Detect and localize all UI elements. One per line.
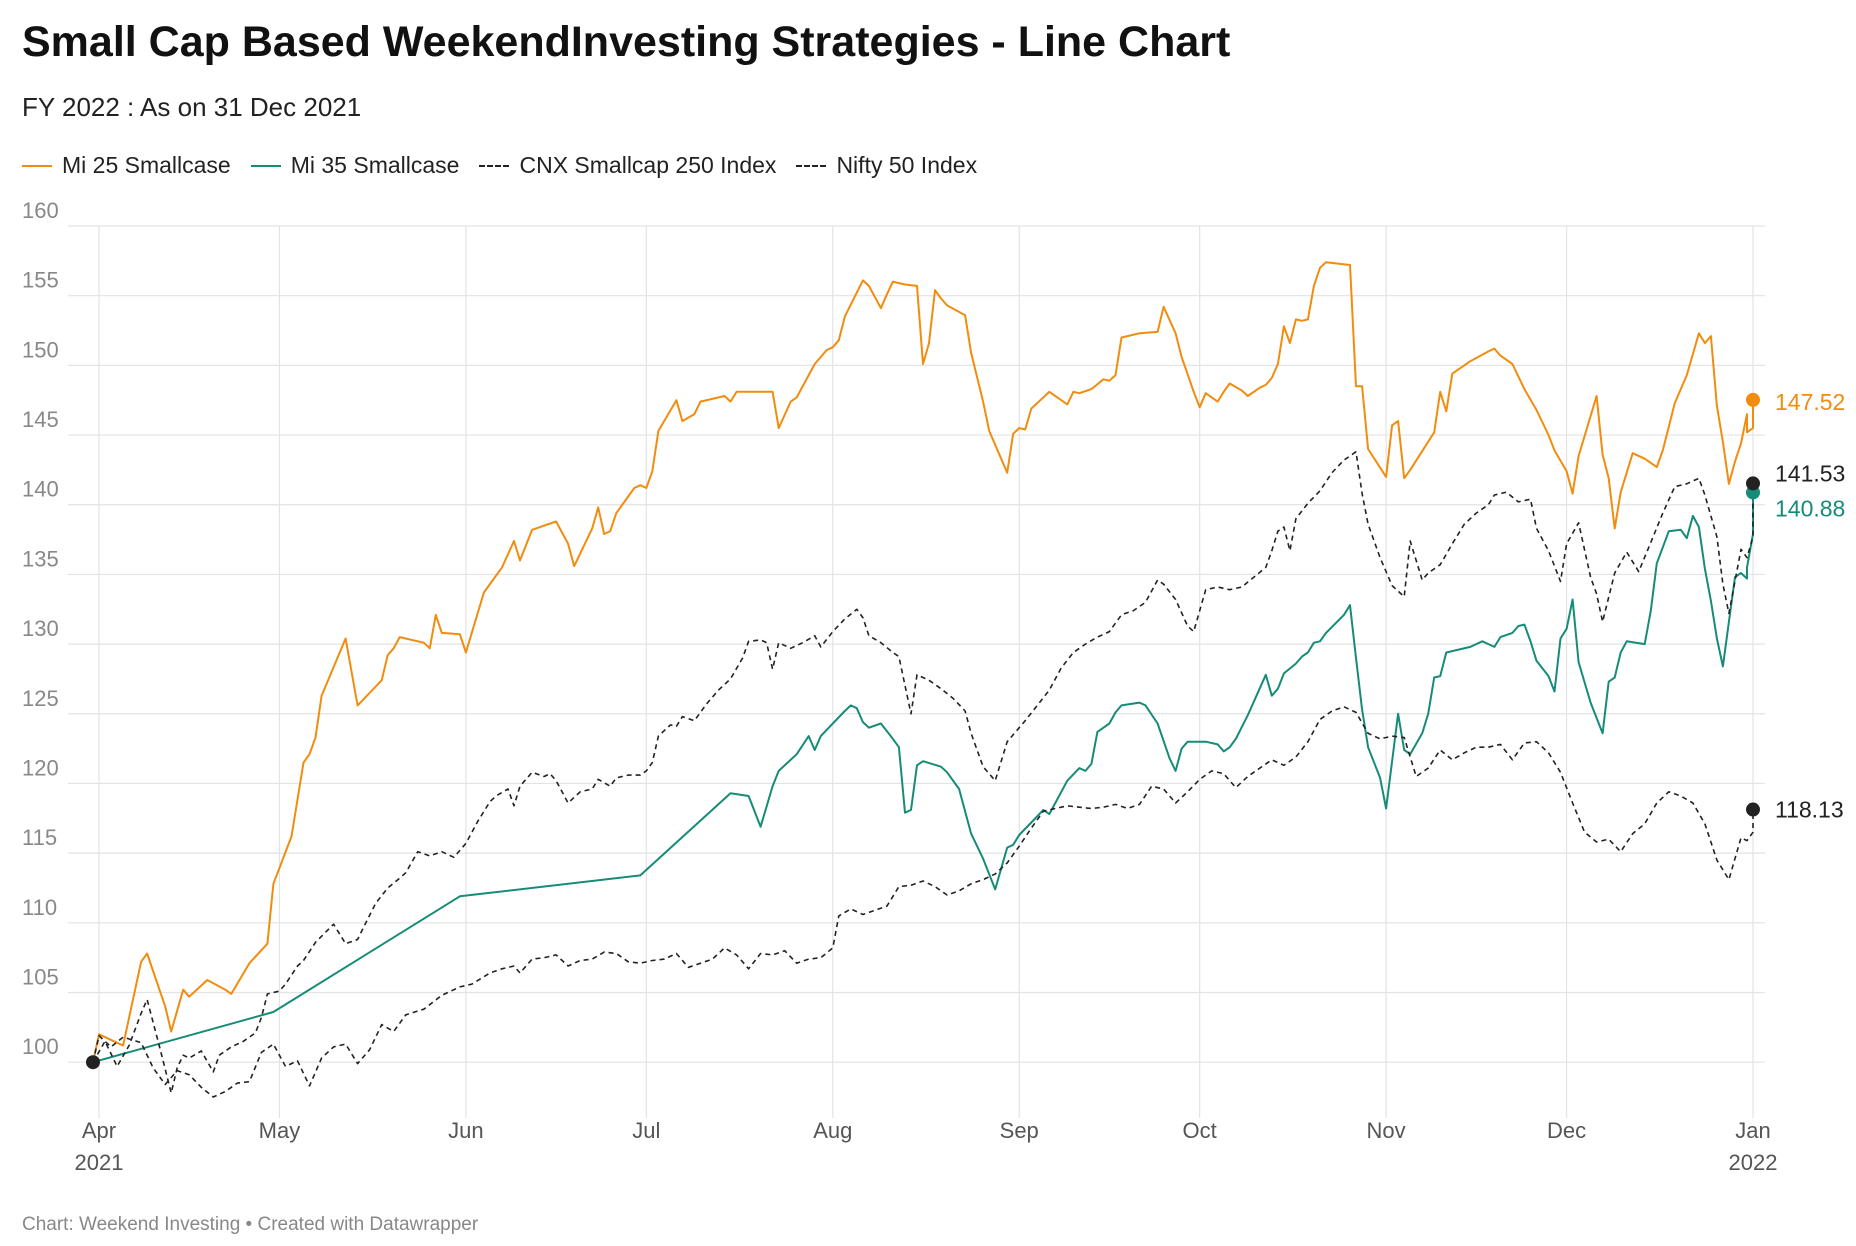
legend-item-cnx-smallcap: CNX Smallcap 250 Index [479,152,776,179]
end-value-label-3: 118.13 [1775,797,1844,823]
x-tick-sublabel: 2021 [75,1150,124,1175]
x-tick-label: Sep [1000,1118,1039,1143]
series-line-3 [92,706,1754,1098]
x-tick-sublabel: 2022 [1729,1150,1778,1175]
legend-item-mi35: Mi 35 Smallcase [250,152,460,179]
y-tick-label: 135 [22,546,59,571]
series-line-2 [92,451,1754,1094]
x-tick-label: Apr [82,1118,116,1143]
x-tick-label: Dec [1547,1118,1586,1143]
marker-layer: 147.52 140.88 141.53 118.13 [86,389,1845,1070]
y-tick-label: 155 [22,268,59,293]
y-tick-label: 120 [22,755,59,780]
chart-subtitle: FY 2022 : As on 31 Dec 2021 [22,92,362,122]
legend: Mi 25 Smallcase Mi 35 Smallcase CNX Smal… [22,152,997,179]
y-tick-label: 160 [22,200,59,223]
legend-swatch-nifty50 [796,164,827,167]
y-tick-label: 145 [22,407,59,432]
end-point-marker-2 [1746,476,1760,491]
legend-swatch-cnx-smallcap [479,164,510,167]
series-line-1 [92,492,1754,1064]
x-tick-label: Jan [1735,1118,1770,1143]
chart-credit: Chart: Weekend Investing • Created with … [22,1214,479,1235]
y-tick-label: 150 [22,337,59,362]
legend-label-mi25: Mi 25 Smallcase [62,152,231,178]
start-point-marker [86,1055,100,1070]
y-tick-label: 140 [22,477,59,502]
legend-swatch-mi25 [22,164,52,167]
end-point-marker-3 [1746,802,1760,817]
grid-layer [68,225,1765,1118]
end-value-label-2: 141.53 [1775,460,1845,486]
y-tick-label: 110 [22,895,57,920]
end-point-marker-0 [1746,392,1760,407]
x-tick-label: Oct [1183,1118,1217,1143]
y-tick-label: 115 [22,825,57,850]
line-chart: 100 105 110 115 120 125 130 135 140 145 150 155 160 A… [22,200,1845,1175]
series-line-0 [92,261,1754,1063]
axis-layer: 100 105 110 115 120 125 130 135 140 145 150 155 160 A… [22,200,1777,1175]
y-tick-label: 130 [22,616,59,641]
series-layer [92,261,1754,1098]
legend-label-mi35: Mi 35 Smallcase [290,152,460,178]
x-tick-label: Aug [813,1118,852,1143]
y-tick-label: 105 [22,965,59,990]
end-value-label-1: 140.88 [1775,495,1845,521]
x-tick-label: Jun [448,1118,483,1143]
legend-swatch-mi35 [250,164,281,167]
legend-label-cnx-smallcap: CNX Smallcap 250 Index [519,152,777,178]
legend-item-mi25: Mi 25 Smallcase [22,152,231,179]
y-tick-label: 125 [22,686,59,711]
x-tick-label: May [259,1118,301,1143]
x-tick-label: Nov [1367,1118,1406,1143]
legend-item-nifty50: Nifty 50 Index [796,152,977,179]
x-tick-label: Jul [632,1118,660,1143]
legend-label-nifty50: Nifty 50 Index [836,152,978,178]
chart-title: Small Cap Based WeekendInvesting Strateg… [22,18,1231,66]
y-tick-label: 100 [22,1034,59,1059]
end-value-label-0: 147.52 [1775,389,1845,415]
